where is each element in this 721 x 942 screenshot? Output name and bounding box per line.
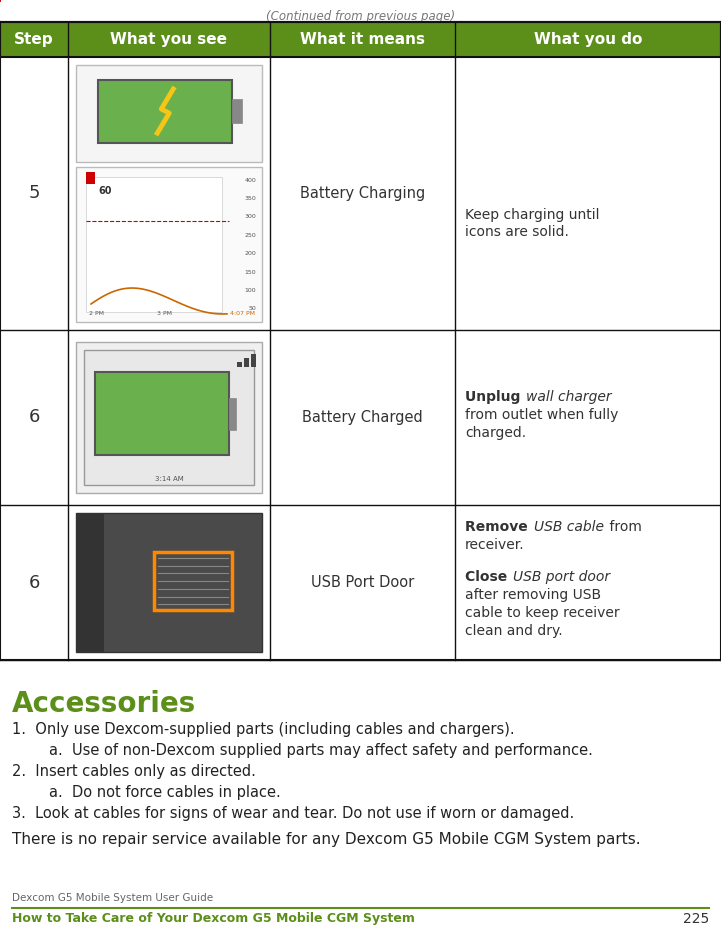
Text: Dexcom G5 Mobile System User Guide: Dexcom G5 Mobile System User Guide — [12, 893, 213, 903]
Text: 1.  Only use Dexcom-supplied parts (including cables and chargers).: 1. Only use Dexcom-supplied parts (inclu… — [12, 722, 515, 737]
Text: 2.  Insert cables only as directed.: 2. Insert cables only as directed. — [12, 764, 256, 779]
Bar — [76, 65, 262, 162]
Text: 4:07 PM: 4:07 PM — [230, 311, 255, 316]
Text: 250: 250 — [244, 233, 256, 237]
Bar — [251, 354, 256, 367]
Text: 5: 5 — [28, 185, 40, 203]
Text: What you see: What you see — [110, 32, 228, 47]
Text: charged.: charged. — [465, 427, 526, 441]
Text: There is no repair service available for any Dexcom G5 Mobile CGM System parts.: There is no repair service available for… — [12, 832, 641, 847]
Text: 200: 200 — [244, 252, 256, 256]
Text: after removing USB: after removing USB — [465, 588, 601, 602]
Text: What it means: What it means — [300, 32, 425, 47]
Text: What you do: What you do — [534, 32, 642, 47]
Text: Step: Step — [14, 32, 54, 47]
Text: 3:14 AM: 3:14 AM — [154, 476, 183, 482]
Text: from outlet when fully: from outlet when fully — [465, 409, 619, 423]
Bar — [76, 342, 262, 493]
Text: USB port door: USB port door — [513, 570, 610, 584]
Text: USB Port Door: USB Port Door — [311, 575, 414, 590]
Text: 60: 60 — [98, 186, 112, 196]
Bar — [237, 362, 242, 367]
Bar — [154, 552, 232, 610]
Text: 400: 400 — [244, 177, 256, 183]
Text: 6: 6 — [28, 409, 40, 427]
Text: Remove: Remove — [465, 520, 533, 534]
Text: a.  Do not force cables in place.: a. Do not force cables in place. — [12, 785, 280, 800]
Text: 100: 100 — [244, 288, 256, 293]
Text: How to Take Care of Your Dexcom G5 Mobile CGM System: How to Take Care of Your Dexcom G5 Mobil… — [12, 912, 415, 925]
Text: Battery Charging: Battery Charging — [300, 186, 425, 201]
Bar — [86, 172, 95, 184]
Text: Accessories: Accessories — [12, 690, 196, 718]
Text: 3.  Look at cables for signs of wear and tear. Do not use if worn or damaged.: 3. Look at cables for signs of wear and … — [12, 806, 574, 821]
Bar — [232, 99, 242, 123]
Bar — [86, 177, 222, 312]
Text: USB cable: USB cable — [534, 520, 603, 534]
Text: 3 PM: 3 PM — [156, 311, 172, 316]
Bar — [94, 372, 229, 455]
Text: 150: 150 — [244, 269, 256, 275]
Text: from: from — [605, 520, 642, 534]
Text: 350: 350 — [244, 196, 256, 201]
Bar — [76, 513, 104, 652]
Text: 6: 6 — [28, 574, 40, 592]
Text: cable to keep receiver: cable to keep receiver — [465, 606, 619, 620]
Bar — [0, 22, 721, 57]
Text: 300: 300 — [244, 215, 256, 219]
Text: (Continued from previous page): (Continued from previous page) — [266, 10, 455, 23]
Bar — [76, 513, 262, 652]
Bar — [98, 79, 232, 142]
Text: a.  Use of non-Dexcom supplied parts may affect safety and performance.: a. Use of non-Dexcom supplied parts may … — [12, 743, 593, 758]
Bar — [76, 167, 262, 322]
Text: 50: 50 — [248, 306, 256, 312]
Text: Battery Charged: Battery Charged — [302, 410, 423, 425]
Text: 225: 225 — [683, 912, 709, 926]
Text: Unplug: Unplug — [465, 391, 526, 404]
Text: Close: Close — [465, 570, 512, 584]
Text: receiver.: receiver. — [465, 538, 525, 552]
Text: wall charger: wall charger — [526, 391, 612, 404]
Text: clean and dry.: clean and dry. — [465, 624, 562, 638]
Bar — [229, 398, 236, 430]
Bar — [84, 350, 254, 485]
Text: 2 PM: 2 PM — [89, 311, 104, 316]
Bar — [244, 358, 249, 367]
Text: Keep charging until
icons are solid.: Keep charging until icons are solid. — [465, 208, 599, 238]
